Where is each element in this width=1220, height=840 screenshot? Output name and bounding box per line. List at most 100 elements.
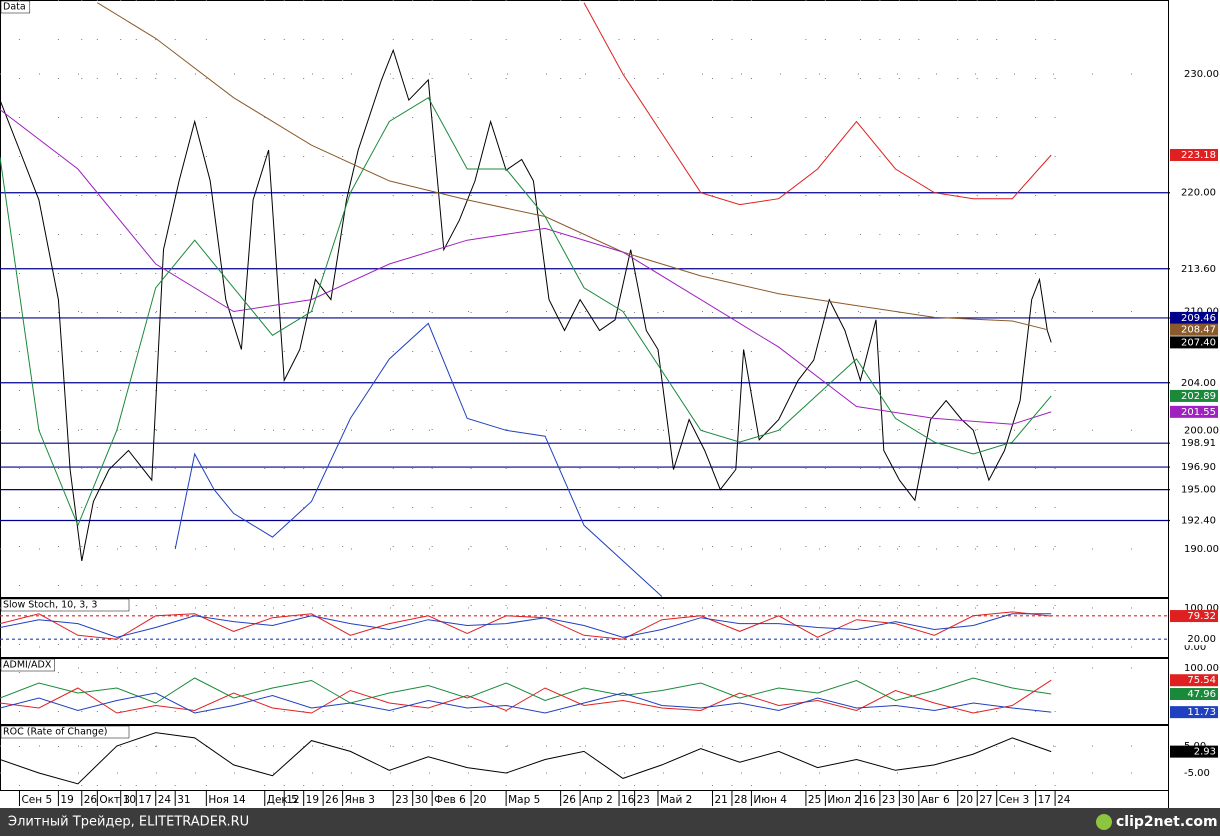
last-value-label: 2.93 bbox=[1194, 747, 1216, 758]
last-value-box bbox=[1170, 745, 1218, 758]
series-line bbox=[0, 613, 1052, 638]
x-tick-label: 30 bbox=[415, 794, 428, 806]
x-tick-label: 21 bbox=[714, 794, 727, 806]
last-value-box bbox=[1170, 610, 1218, 623]
last-value-label: 201.55 bbox=[1181, 407, 1216, 418]
level-label: 195.00 bbox=[1181, 485, 1216, 496]
last-value-box bbox=[1170, 688, 1218, 701]
panel-title: ADMI/ADX bbox=[3, 660, 52, 671]
x-tick-label: 10 bbox=[123, 794, 136, 806]
x-tick-label: 26 bbox=[325, 794, 339, 806]
x-tick-label: 24 bbox=[158, 794, 172, 806]
last-value-label: 208.47 bbox=[1181, 325, 1216, 336]
x-tick-label: 23 bbox=[882, 794, 895, 806]
x-tick-label: 26 bbox=[563, 794, 577, 806]
x-tick-label: Окт 3 bbox=[99, 794, 130, 806]
x-tick-label: 28 bbox=[734, 794, 747, 806]
x-tick-label: Июн 4 bbox=[753, 794, 787, 806]
y-tick-label: 190.00 bbox=[1184, 544, 1219, 555]
panel-title: Slow Stoch, 10, 3, 3 bbox=[3, 600, 97, 611]
x-tick-label: Авг 6 bbox=[921, 794, 950, 806]
level-label: 20.00 bbox=[1187, 634, 1216, 645]
x-tick-label: 23 bbox=[395, 794, 408, 806]
x-tick-label: Мар 5 bbox=[508, 794, 540, 806]
series-line bbox=[0, 109, 1052, 425]
level-label-box bbox=[1170, 376, 1218, 389]
x-tick-label: 17 bbox=[138, 794, 151, 806]
level-label: 192.40 bbox=[1181, 516, 1216, 527]
panel-title-box bbox=[0, 0, 31, 14]
level-label-box bbox=[1170, 483, 1218, 496]
last-value-label: 223.18 bbox=[1181, 150, 1216, 161]
x-tick-label: 23 bbox=[637, 794, 650, 806]
footer-left: Элитный Трейдер, ELITETRADER.RU bbox=[8, 815, 249, 830]
level-label-box bbox=[1170, 514, 1218, 527]
y-tick-label: -5.00 bbox=[1184, 768, 1210, 779]
level-label: 220.00 bbox=[1181, 188, 1216, 199]
series-line bbox=[0, 732, 1052, 785]
last-value-box bbox=[1170, 405, 1218, 418]
series-line bbox=[583, 2, 1052, 206]
x-tick-label: 17 bbox=[1038, 794, 1051, 806]
x-tick-label: 27 bbox=[979, 794, 992, 806]
series-line bbox=[0, 611, 1052, 640]
panel-title: ROC (Rate of Change) bbox=[3, 727, 108, 738]
level-label: 213.60 bbox=[1181, 264, 1216, 275]
x-tick-label: Ноя 14 bbox=[208, 794, 246, 806]
level-label-box bbox=[1170, 311, 1218, 324]
y-tick-label: 200.00 bbox=[1184, 425, 1219, 436]
last-value-box bbox=[1170, 323, 1218, 336]
x-tick-label: 20 bbox=[960, 794, 973, 806]
last-value-box bbox=[1170, 389, 1218, 402]
x-tick-label: 26 bbox=[84, 794, 98, 806]
x-tick-label: 19 bbox=[306, 794, 319, 806]
x-tick-label: 16 bbox=[862, 794, 876, 806]
series-group bbox=[0, 611, 1052, 640]
series-line bbox=[97, 2, 1048, 331]
y-tick-label: 100.00 bbox=[1184, 603, 1219, 614]
x-tick-label: Май 2 bbox=[660, 794, 692, 806]
panel-title-box bbox=[0, 725, 130, 739]
series-group bbox=[0, 677, 1052, 714]
panel-title-box bbox=[0, 598, 130, 612]
footer-bar bbox=[0, 808, 1220, 836]
series-line bbox=[0, 48, 1052, 561]
x-tick-label: 24 bbox=[1057, 794, 1071, 806]
series-line bbox=[0, 96, 1052, 527]
x-tick-label: 20 bbox=[473, 794, 486, 806]
logo-icon bbox=[1096, 814, 1112, 830]
last-value-box bbox=[1170, 706, 1218, 719]
level-label: 204.00 bbox=[1181, 378, 1216, 389]
last-value-box bbox=[1170, 148, 1218, 161]
series-line bbox=[0, 692, 1052, 714]
x-tick-label: Янв 3 bbox=[345, 794, 375, 806]
x-tick-label: 12 bbox=[286, 794, 299, 806]
x-tick-label: Сен 3 bbox=[999, 794, 1030, 806]
level-label: 196.90 bbox=[1181, 462, 1216, 473]
x-tick-label: 31 bbox=[177, 794, 190, 806]
x-tick-label: Сен 5 bbox=[21, 794, 52, 806]
y-tick-label: 0.00 bbox=[1184, 642, 1206, 653]
level-label: 198.91 bbox=[1181, 438, 1216, 449]
level-label-box bbox=[1170, 186, 1218, 199]
level-label-box bbox=[1170, 461, 1218, 474]
y-tick-label: 100.00 bbox=[1184, 663, 1219, 674]
last-value-box bbox=[1170, 674, 1218, 687]
footer-right: clip2net.com bbox=[1116, 814, 1218, 830]
last-value-label: 47.96 bbox=[1187, 689, 1216, 700]
level-label-box bbox=[1170, 633, 1218, 646]
y-tick-label: 230.00 bbox=[1184, 69, 1219, 80]
level-label: 209.46 bbox=[1181, 313, 1216, 324]
last-value-box bbox=[1170, 336, 1218, 349]
x-tick-label: Апр 2 bbox=[582, 794, 613, 806]
x-tick-label: 16 bbox=[621, 794, 635, 806]
x-tick-label: Дек 5 bbox=[267, 794, 298, 806]
x-tick-label: Фев 6 bbox=[434, 794, 466, 806]
level-label-box bbox=[1170, 437, 1218, 450]
x-tick-label: 25 bbox=[808, 794, 821, 806]
level-label-box bbox=[1170, 262, 1218, 275]
panel-title-box bbox=[0, 658, 55, 672]
x-tick-label: Июл 2 bbox=[827, 794, 860, 806]
series-line bbox=[174, 322, 663, 597]
